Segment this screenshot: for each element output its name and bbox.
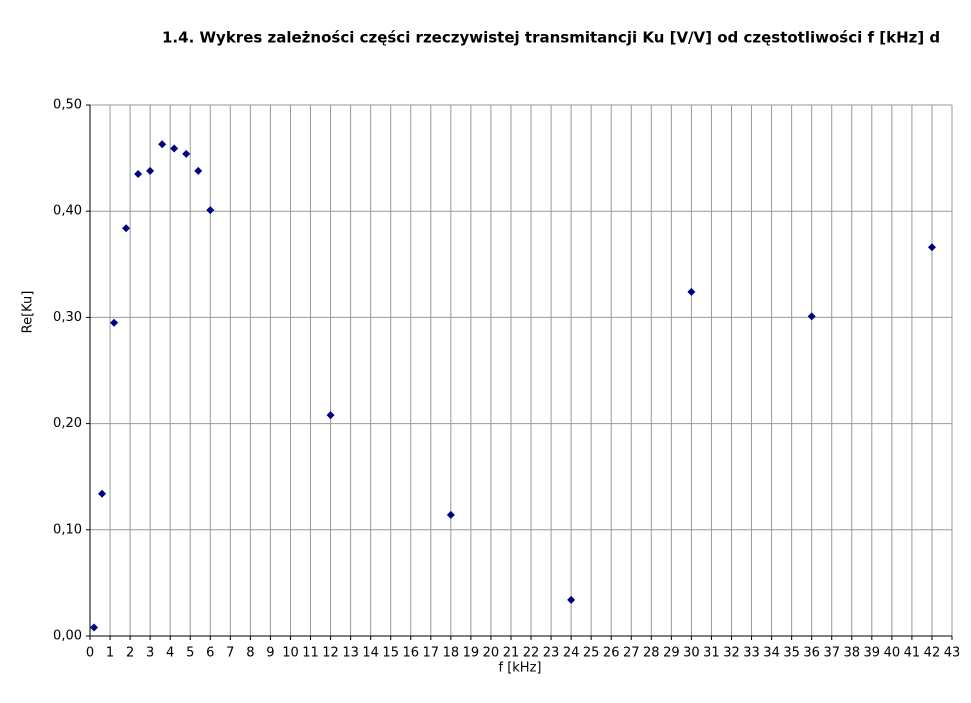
x-tick-label: 40 [884,646,901,661]
x-tick-label: 41 [904,646,921,661]
x-tick-label: 6 [206,646,214,661]
x-tick-label: 11 [302,646,319,661]
data-point [194,166,203,175]
x-tick-label: 42 [924,646,941,661]
x-tick-label: 12 [322,646,339,661]
chart-title: 1.4. Wykres zależności części rzeczywist… [162,29,940,47]
y-tick-label: 0,20 [53,416,82,431]
data-point [567,595,576,604]
data-point [146,166,155,175]
data-point [807,312,816,321]
data-point [206,206,215,215]
x-tick-label: 27 [623,646,640,661]
data-point [170,144,179,153]
x-axis-label: f [kHz] [499,661,542,676]
data-point [122,224,131,233]
x-tick-label: 37 [823,646,840,661]
x-tick-label: 15 [382,646,399,661]
data-point [326,411,335,420]
x-tick-label: 28 [643,646,660,661]
data-point [90,623,99,632]
x-tick-label: 18 [443,646,460,661]
y-tick-label: 0,40 [53,204,82,219]
y-tick-label: 0,00 [53,629,82,644]
x-tick-label: 13 [342,646,359,661]
x-tick-label: 5 [186,646,194,661]
x-tick-label: 20 [483,646,500,661]
x-tick-label: 23 [543,646,560,661]
x-tick-label: 0 [86,646,94,661]
x-tick-label: 9 [266,646,274,661]
x-tick-label: 10 [282,646,299,661]
x-tick-label: 22 [523,646,540,661]
x-tick-label: 8 [246,646,254,661]
x-tick-label: 36 [803,646,820,661]
x-tick-label: 1 [106,646,114,661]
data-point [134,170,143,179]
x-tick-label: 17 [423,646,440,661]
x-tick-label: 32 [723,646,740,661]
data-point [446,510,455,519]
x-tick-label: 16 [402,646,419,661]
x-tick-label: 7 [226,646,234,661]
x-tick-label: 4 [166,646,174,661]
x-tick-label: 21 [503,646,520,661]
x-tick-label: 43 [944,646,961,661]
x-tick-label: 31 [703,646,720,661]
x-tick-label: 19 [463,646,480,661]
x-tick-label: 33 [743,646,760,661]
data-point [158,140,167,149]
y-tick-label: 0,30 [53,310,82,325]
data-point [98,489,107,498]
data-point [110,318,119,327]
x-tick-label: 30 [683,646,700,661]
x-tick-label: 26 [603,646,620,661]
x-tick-label: 29 [663,646,680,661]
x-tick-label: 38 [843,646,860,661]
x-tick-label: 35 [783,646,800,661]
x-tick-label: 14 [362,646,379,661]
x-tick-label: 34 [763,646,780,661]
data-point [927,243,936,252]
y-tick-label: 0,50 [53,98,82,113]
x-tick-label: 25 [583,646,600,661]
data-point [687,287,696,296]
y-axis-label: Re[Ku] [21,291,36,334]
y-tick-label: 0,10 [53,522,82,537]
x-tick-label: 3 [146,646,154,661]
data-point [182,149,191,158]
x-tick-label: 24 [563,646,580,661]
x-tick-label: 2 [126,646,134,661]
x-tick-label: 39 [864,646,881,661]
